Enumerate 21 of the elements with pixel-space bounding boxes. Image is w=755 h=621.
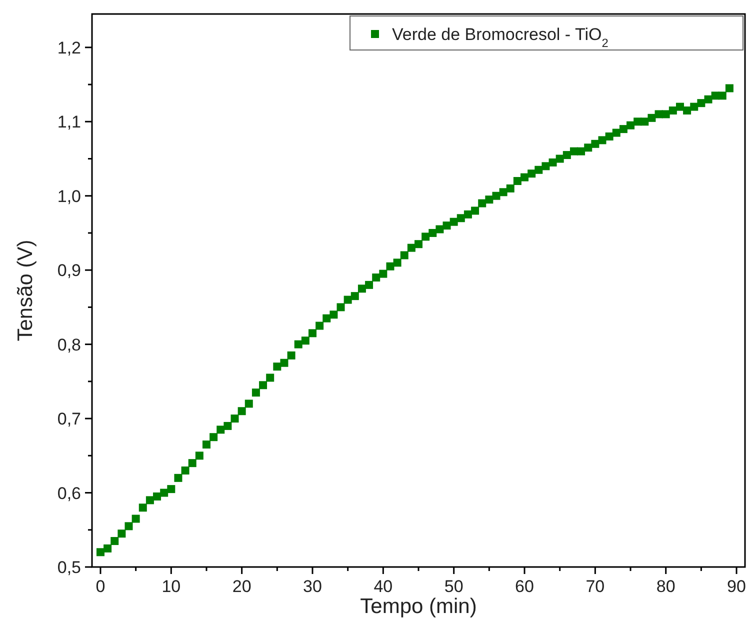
legend-label: Verde de Bromocresol - TiO$_{2}$ [392, 25, 609, 50]
y-tick-label: 1,1 [57, 112, 81, 132]
y-tick-label: 0,6 [57, 484, 81, 503]
x-tick-label: 40 [374, 577, 393, 596]
x-tick-label: 90 [727, 577, 746, 596]
x-tick-label: 30 [303, 577, 322, 596]
x-tick-label: 0 [96, 577, 106, 596]
y-tick-label: 1,0 [57, 186, 81, 206]
x-axis-title: Tempo (min) [360, 595, 477, 618]
y-tick-label: 0,5 [57, 558, 81, 577]
y-tick-label: 0,9 [57, 261, 81, 280]
y-tick-label: 0,8 [57, 335, 81, 354]
y-axis-title: Tensão (V) [14, 240, 37, 342]
y-tick-label: 0,7 [57, 410, 81, 429]
x-tick-label: 60 [515, 577, 534, 596]
y-tick-label: 1,2 [57, 38, 81, 58]
x-tick-label: 50 [444, 577, 464, 596]
x-tick-label: 80 [656, 577, 676, 596]
x-tick-label: 70 [586, 577, 605, 596]
x-tick-label: 10 [162, 577, 181, 596]
x-tick-label: 20 [232, 577, 252, 596]
